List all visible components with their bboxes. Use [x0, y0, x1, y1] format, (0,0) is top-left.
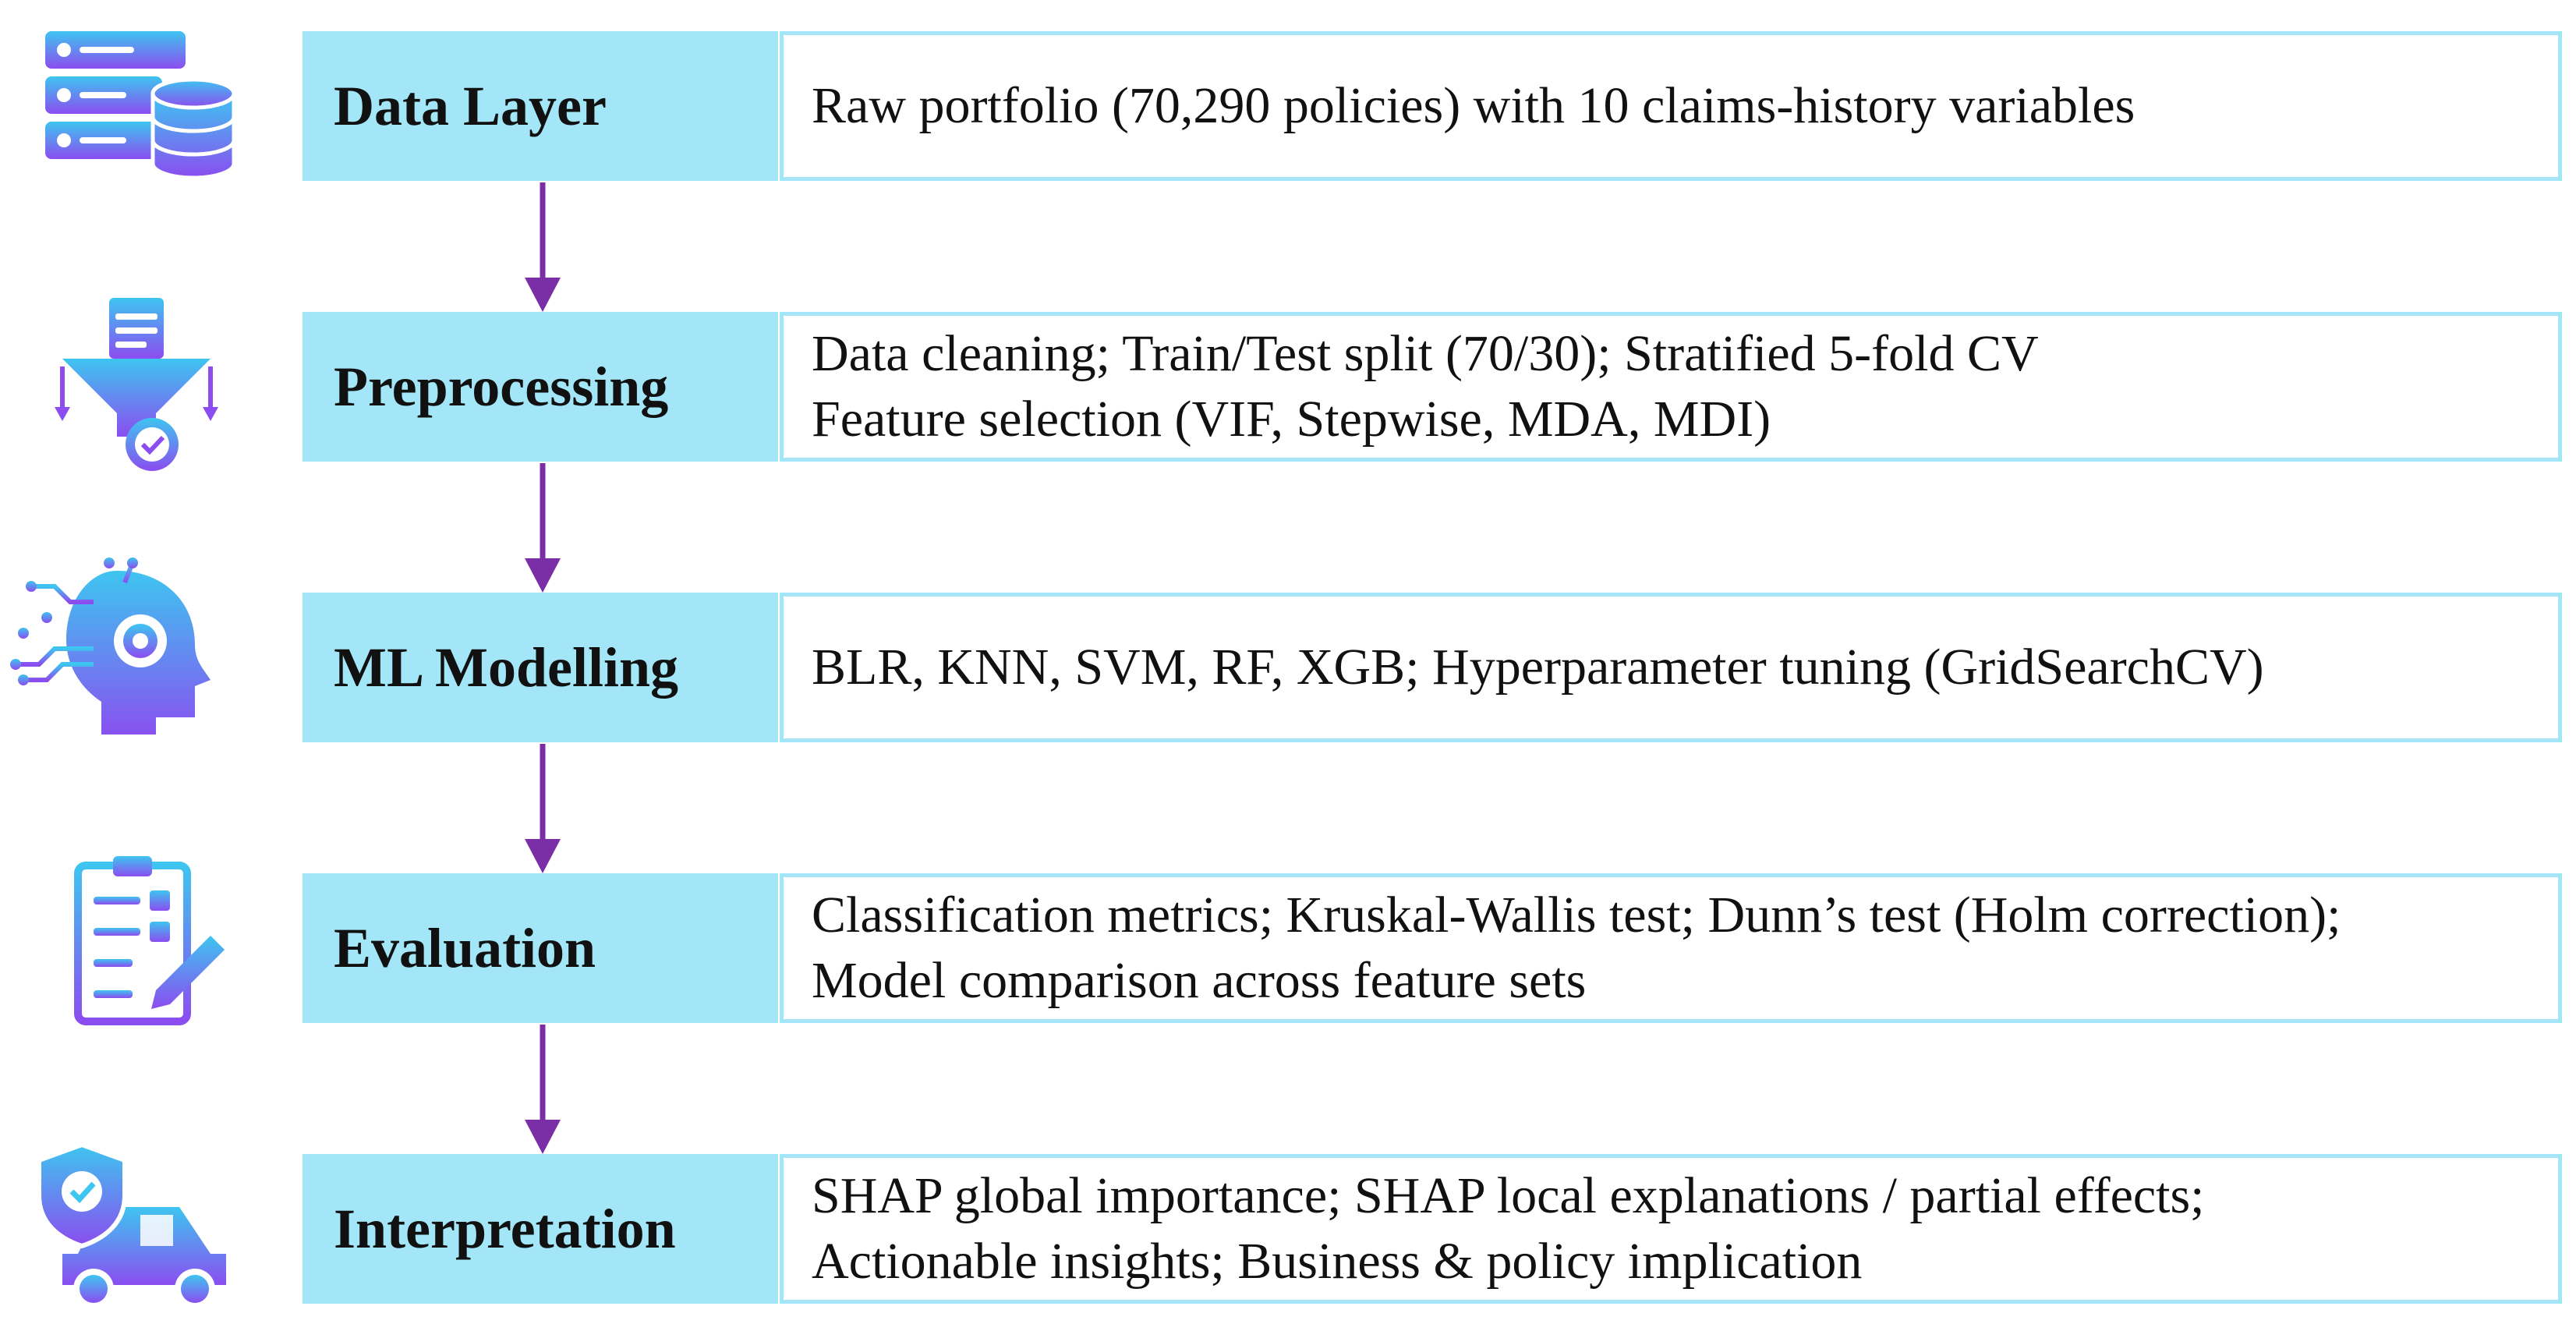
stage-label: Evaluation [334, 916, 596, 979]
car-insurance-shield-icon [16, 1137, 242, 1316]
clipboard-checklist-icon [16, 850, 242, 1029]
description-line: Classification metrics; Kruskal-Wallis t… [812, 887, 2341, 943]
stage-box-evaluation: Evaluation [303, 873, 778, 1023]
flow-arrow [523, 744, 562, 873]
flow-arrow [523, 1025, 562, 1154]
stage-label: Data Layer [334, 74, 607, 137]
stage-box-interpretation: Interpretation [303, 1154, 778, 1304]
description-line: Model comparison across feature sets [812, 952, 1587, 1009]
description-line: Actionable insights; Business & policy i… [812, 1233, 1863, 1290]
stage-label: Interpretation [334, 1197, 676, 1260]
stage-box-data-layer: Data Layer [303, 31, 778, 181]
stage-description-data-layer: Raw portfolio (70,290 policies) with 10 … [780, 31, 2562, 181]
description-line: Data cleaning; Train/Test split (70/30);… [812, 325, 2039, 382]
description-line: Feature selection (VIF, Stepwise, MDA, M… [812, 391, 1771, 448]
description-line: BLR, KNN, SVM, RF, XGB; Hyperparameter t… [812, 639, 2264, 696]
stage-box-preprocessing: Preprocessing [303, 312, 778, 462]
stage-description-interpretation: SHAP global importance; SHAP local expla… [780, 1154, 2562, 1304]
ai-head-circuit-icon [8, 555, 234, 735]
stage-label: ML Modelling [334, 635, 679, 699]
description-line: SHAP global importance; SHAP local expla… [812, 1167, 2205, 1224]
stage-box-ml-modelling: ML Modelling [303, 593, 778, 742]
flow-arrow [523, 182, 562, 312]
database-server-icon [16, 16, 242, 195]
description-line: Raw portfolio (70,290 policies) with 10 … [812, 77, 2135, 134]
funnel-gear-icon [16, 296, 242, 476]
flow-arrow [523, 463, 562, 593]
stage-label: Preprocessing [334, 355, 669, 418]
stage-description-preprocessing: Data cleaning; Train/Test split (70/30);… [780, 312, 2562, 462]
stage-description-ml-modelling: BLR, KNN, SVM, RF, XGB; Hyperparameter t… [780, 593, 2562, 742]
stage-description-evaluation: Classification metrics; Kruskal-Wallis t… [780, 873, 2562, 1023]
